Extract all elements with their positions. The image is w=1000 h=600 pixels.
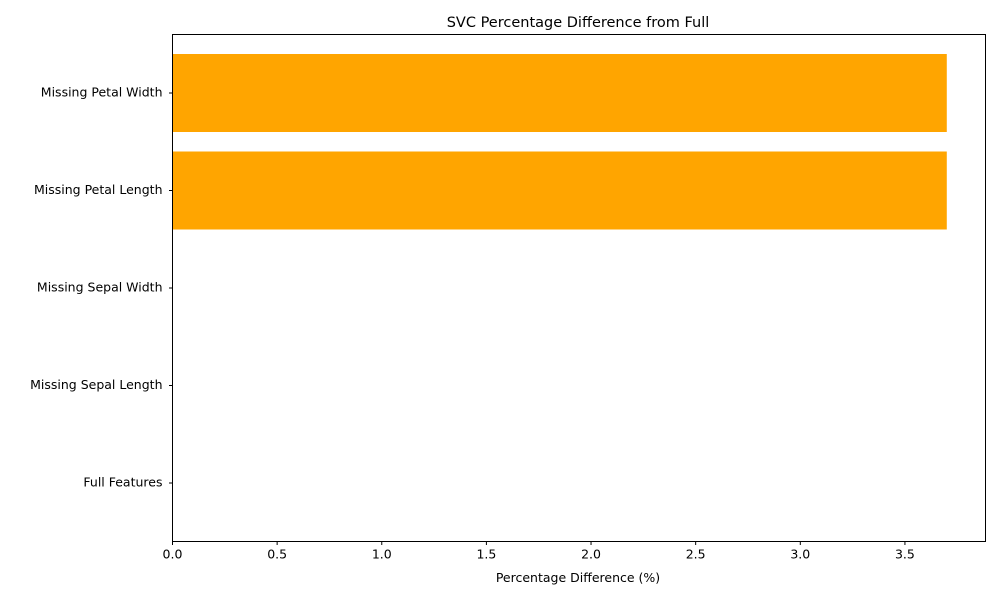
bar-missing-petal-width (172, 54, 947, 132)
x-tick-label: 3.5 (895, 547, 915, 562)
x-tick-label: 2.5 (686, 547, 706, 562)
y-tick-label: Missing Petal Length (34, 182, 163, 197)
bars-group (172, 54, 947, 230)
x-tick-label: 1.5 (476, 547, 496, 562)
y-axis-ticks: Full Features Missing Sepal Length Missing… (30, 85, 173, 490)
x-axis-label: Percentage Difference (%) (496, 570, 660, 585)
plot-frame (172, 34, 986, 542)
y-tick-label: Missing Sepal Width (37, 280, 163, 295)
bar-missing-petal-length (172, 151, 947, 230)
x-tick-label: 0.0 (163, 547, 183, 562)
x-tick-label: 0.5 (267, 547, 287, 562)
y-tick-label: Full Features (83, 475, 162, 490)
chart-title: SVC Percentage Difference from Full (447, 15, 710, 31)
x-tick-label: 2.0 (581, 547, 601, 562)
x-tick-label: 1.0 (372, 547, 392, 562)
x-axis-ticks: 0.0 0.5 1.0 1.5 2.0 2.5 3.0 3.5 (163, 541, 915, 562)
x-tick-label: 3.0 (790, 547, 810, 562)
y-tick-label: Missing Sepal Length (30, 377, 162, 392)
y-tick-label: Missing Petal Width (41, 85, 163, 100)
